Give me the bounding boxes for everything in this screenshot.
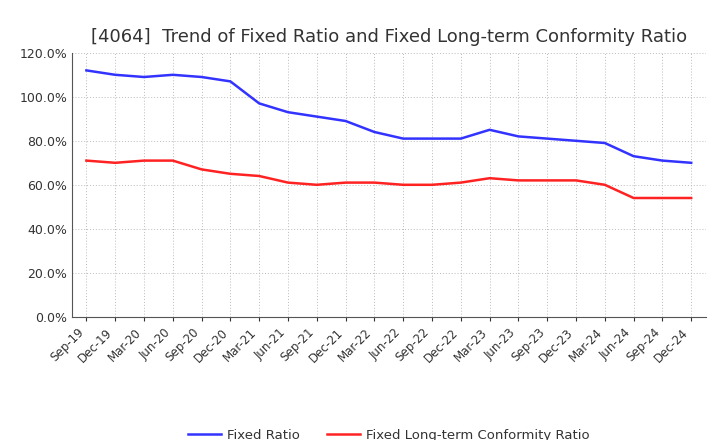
Fixed Ratio — [687, 160, 696, 165]
Fixed Ratio — [600, 140, 609, 146]
Fixed Ratio — [370, 129, 379, 135]
Fixed Long-term Conformity Ratio — [600, 182, 609, 187]
Line: Fixed Long-term Conformity Ratio: Fixed Long-term Conformity Ratio — [86, 161, 691, 198]
Fixed Long-term Conformity Ratio — [485, 176, 494, 181]
Legend: Fixed Ratio, Fixed Long-term Conformity Ratio: Fixed Ratio, Fixed Long-term Conformity … — [182, 424, 595, 440]
Fixed Long-term Conformity Ratio — [658, 195, 667, 201]
Fixed Ratio — [255, 101, 264, 106]
Fixed Long-term Conformity Ratio — [514, 178, 523, 183]
Fixed Ratio — [456, 136, 465, 141]
Fixed Ratio — [168, 72, 177, 77]
Fixed Long-term Conformity Ratio — [572, 178, 580, 183]
Fixed Long-term Conformity Ratio — [341, 180, 350, 185]
Fixed Long-term Conformity Ratio — [687, 195, 696, 201]
Fixed Ratio — [572, 138, 580, 143]
Fixed Long-term Conformity Ratio — [399, 182, 408, 187]
Line: Fixed Ratio: Fixed Ratio — [86, 70, 691, 163]
Fixed Long-term Conformity Ratio — [111, 160, 120, 165]
Fixed Ratio — [485, 127, 494, 132]
Fixed Ratio — [284, 110, 292, 115]
Fixed Ratio — [82, 68, 91, 73]
Fixed Ratio — [543, 136, 552, 141]
Fixed Ratio — [658, 158, 667, 163]
Fixed Long-term Conformity Ratio — [370, 180, 379, 185]
Fixed Long-term Conformity Ratio — [255, 173, 264, 179]
Fixed Ratio — [341, 118, 350, 124]
Fixed Ratio — [514, 134, 523, 139]
Fixed Long-term Conformity Ratio — [312, 182, 321, 187]
Fixed Long-term Conformity Ratio — [226, 171, 235, 176]
Fixed Ratio — [312, 114, 321, 119]
Fixed Long-term Conformity Ratio — [284, 180, 292, 185]
Fixed Long-term Conformity Ratio — [428, 182, 436, 187]
Fixed Long-term Conformity Ratio — [456, 180, 465, 185]
Title: [4064]  Trend of Fixed Ratio and Fixed Long-term Conformity Ratio: [4064] Trend of Fixed Ratio and Fixed Lo… — [91, 28, 687, 46]
Fixed Ratio — [140, 74, 148, 80]
Fixed Ratio — [629, 154, 638, 159]
Fixed Long-term Conformity Ratio — [140, 158, 148, 163]
Fixed Long-term Conformity Ratio — [82, 158, 91, 163]
Fixed Ratio — [399, 136, 408, 141]
Fixed Ratio — [111, 72, 120, 77]
Fixed Long-term Conformity Ratio — [543, 178, 552, 183]
Fixed Ratio — [226, 79, 235, 84]
Fixed Long-term Conformity Ratio — [197, 167, 206, 172]
Fixed Long-term Conformity Ratio — [629, 195, 638, 201]
Fixed Ratio — [428, 136, 436, 141]
Fixed Long-term Conformity Ratio — [168, 158, 177, 163]
Fixed Ratio — [197, 74, 206, 80]
